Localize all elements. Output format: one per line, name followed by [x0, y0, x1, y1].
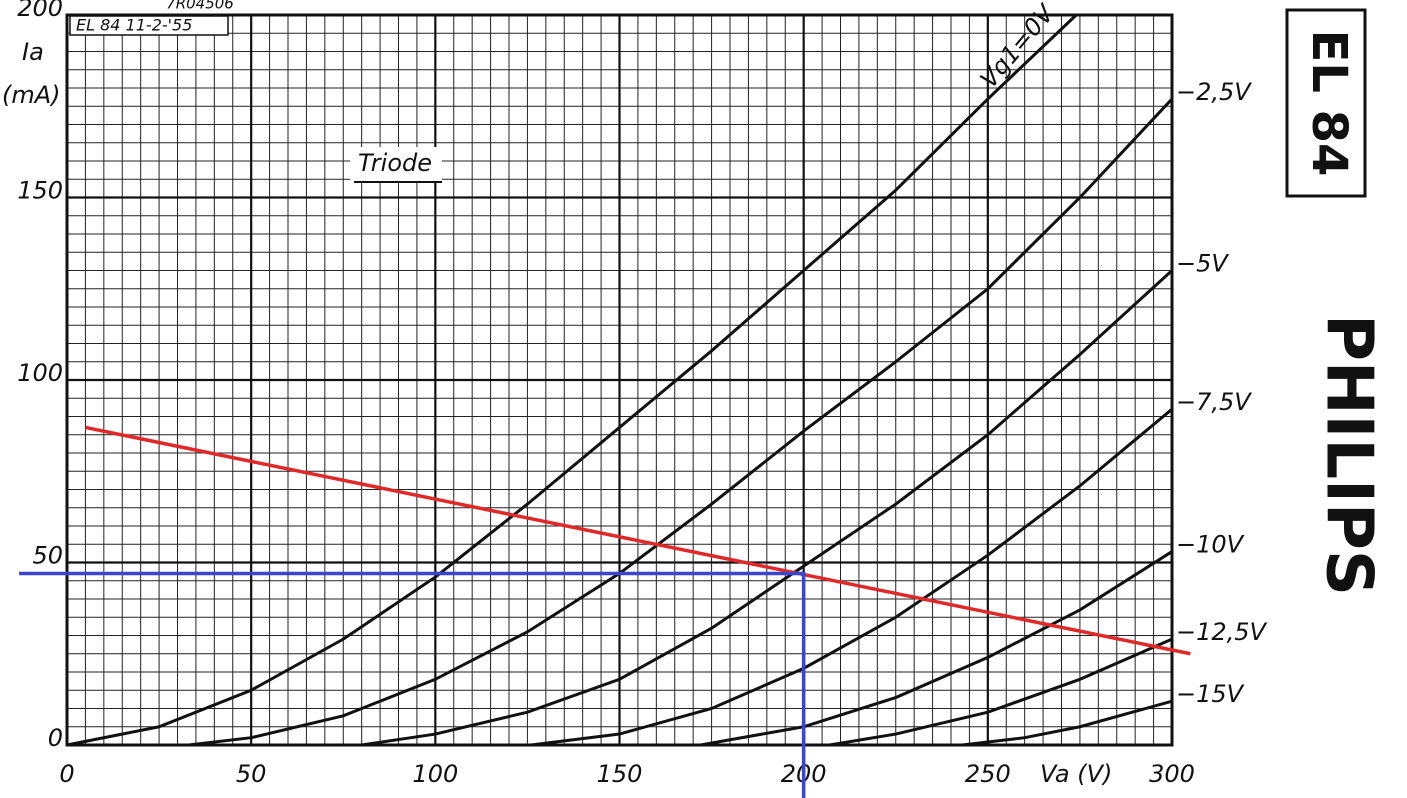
grid: [65, 13, 1174, 747]
x-tick-label: 250: [965, 760, 1011, 788]
y-tick-label: 200: [17, 0, 63, 22]
curve: [66, 13, 1078, 747]
plot-frame: [65, 13, 1174, 747]
code: 7R04506: [166, 0, 234, 13]
stamp-box: [69, 15, 229, 36]
y-label: Ia: [22, 38, 44, 66]
x-tick-label: 0: [59, 760, 74, 788]
curve: [961, 699, 1173, 747]
x-tick-label: 150: [597, 760, 643, 788]
tube-box: [1285, 8, 1367, 198]
curve-label: −2,5V: [1176, 78, 1252, 106]
x-tick-label: 100: [412, 760, 458, 788]
curve: [700, 550, 1173, 747]
annotation-bg: [350, 147, 442, 181]
tube: EL 84: [1301, 30, 1357, 177]
curve: [829, 637, 1173, 747]
curve-label: −12,5V: [1176, 618, 1268, 646]
x-label: Va (V): [1040, 760, 1112, 788]
y-tick-label: 150: [17, 177, 63, 205]
overlay-line: [19, 571, 806, 798]
x-tick-label: 300: [1149, 760, 1195, 788]
brand: PHILIPS: [1311, 314, 1385, 596]
y-tick-label: 0: [48, 724, 63, 752]
annotation: Triode: [358, 149, 432, 177]
curve-label: −15V: [1176, 680, 1245, 708]
curve-label: −7,5V: [1176, 388, 1252, 416]
x-tick-label: 50: [236, 760, 267, 788]
y-unit: (mA): [2, 81, 61, 109]
x-label-bg: [1038, 758, 1120, 794]
curve: [530, 408, 1173, 747]
stamp: EL 84 11-2-'55: [76, 16, 192, 35]
y-tick-label: 50: [32, 542, 63, 570]
curve: [188, 97, 1174, 747]
overlay-line: [85, 425, 1191, 656]
curve-label: −5V: [1176, 250, 1229, 278]
curve: [361, 269, 1174, 747]
curve-label: −10V: [1176, 531, 1245, 559]
y-tick-label: 100: [17, 359, 63, 387]
